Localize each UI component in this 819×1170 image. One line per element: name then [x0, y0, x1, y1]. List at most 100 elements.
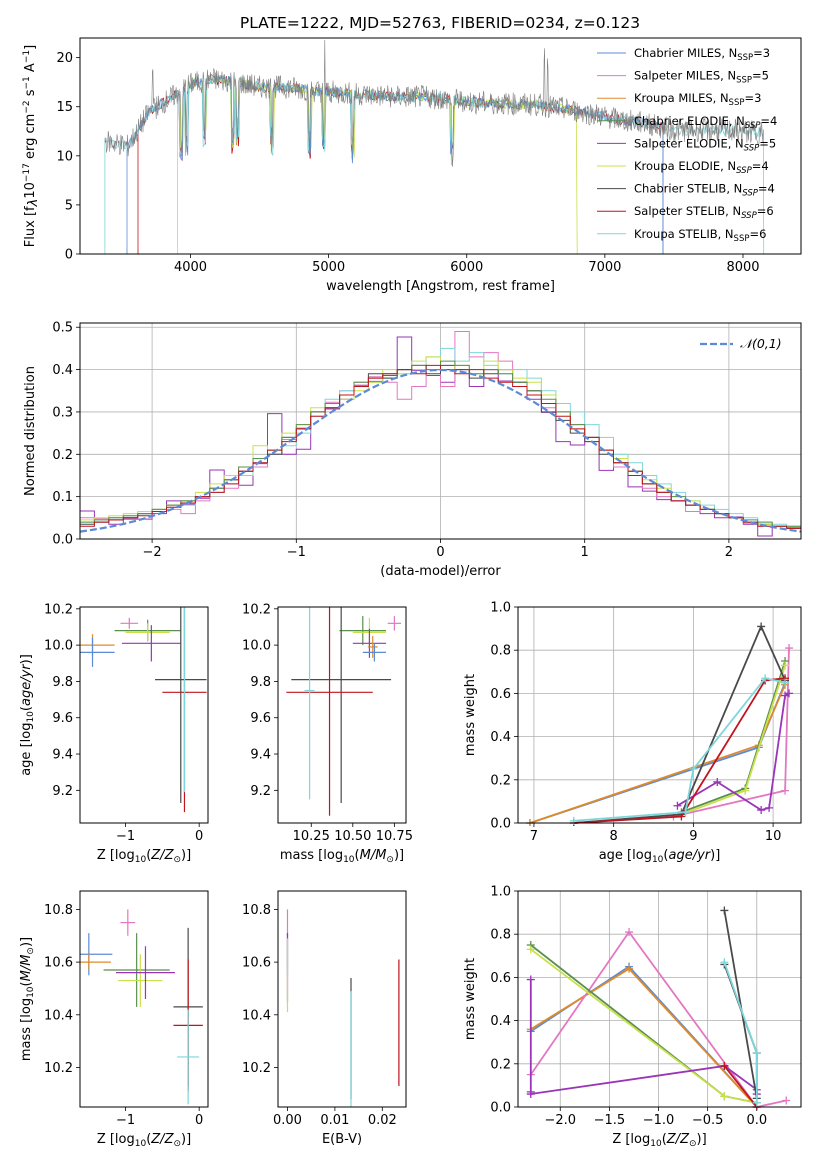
legend-label-salpeter_elodie: Salpeter ELODIE, NSSP=5: [634, 136, 776, 153]
y-tick-label: 10.6: [242, 956, 271, 971]
gaussian-reference-curve: [80, 368, 801, 533]
errorbar-chabrier_stelib: [155, 607, 207, 804]
errorbars: [286, 607, 402, 816]
panel-mass_vs_Z: −1 0 10.2 10.4 10.6 10.8 Z [log10(Z/Z⊙)] mass […: [19, 890, 209, 1149]
x-tick-label: 0.01: [320, 1113, 349, 1128]
axes-frame: [517, 890, 802, 1108]
y-tick-label: 0.8: [490, 928, 511, 943]
weight-line-salpeter_stelib: [573, 677, 786, 824]
y-tick-label: 10.4: [44, 1008, 73, 1023]
legend-label-chabrier_elodie: Chabrier ELODIE, NSSP=4: [634, 114, 777, 131]
y-tick-label: 0.2: [490, 1057, 511, 1072]
weight-marker-salpeter_stelib: [720, 1061, 729, 1070]
weight-marker-salpeter_stelib: [677, 812, 686, 821]
x-axis-label: Z [log10(Z/Z⊙)]: [97, 848, 191, 865]
y-tick-label: 9.8: [52, 675, 73, 690]
x-axis-label: mass [log10(M/M⊙)]: [280, 848, 404, 865]
y-tick-label: 0.4: [490, 730, 511, 745]
errorbar-salpeter_elodie: [116, 946, 175, 999]
y-axis-label: age [log10(age/yr)]: [19, 654, 36, 776]
y-tick-label: 0: [65, 248, 73, 263]
weight-line-chabrier_stelib: [573, 624, 786, 824]
y-tick-label: 10.0: [242, 639, 271, 654]
y-tick-label: 10.2: [242, 602, 271, 617]
errorbar-kroupa_elodie: [118, 954, 163, 1007]
errorbar-salpeter_miles: [120, 617, 139, 629]
weight-marker-salpeter_miles: [625, 928, 634, 937]
weight-marker-salpeter_elodie: [765, 803, 774, 812]
y-tick-label: 9.8: [250, 675, 271, 690]
panel-residuals: −2 −1 0 1 2 0.0 0.1 0.2 0.3 0.4 0.5 (data-model)/er…: [23, 321, 802, 579]
x-tick-label: −1: [116, 829, 135, 844]
x-tick-label: 10.50: [334, 829, 371, 844]
legend-label-salpeter_stelib: Salpeter STELIB, NSSP=6: [634, 204, 774, 221]
errorbar-kroupa_miles: [367, 636, 378, 658]
y-tick-label: 1.0: [490, 885, 511, 900]
weight-marker-chabrier_stelib: [757, 622, 766, 631]
x-tick-label: 0.02: [368, 1113, 397, 1128]
y-tick-label: 5: [65, 198, 73, 213]
errorbar-chabrier_miles: [362, 643, 387, 662]
x-tick-label: 10: [765, 829, 782, 844]
y-tick-label: 20: [56, 51, 73, 66]
y-axis-label: mass [log10(M/M⊙)]: [19, 937, 36, 1061]
x-tick-label: −1: [287, 545, 306, 560]
x-tick-label: 2: [725, 545, 733, 560]
x-axis-label: age [log10(age/yr)]: [599, 848, 721, 865]
y-tick-label: 15: [56, 100, 73, 115]
y-tick-label: 1.0: [490, 601, 511, 616]
x-axis-label: E(B-V): [322, 1132, 362, 1147]
y-tick-label: 0.2: [52, 448, 73, 463]
weight-marker-salpeter_miles: [781, 786, 790, 795]
y-axis-label: Normed distribution: [23, 366, 38, 496]
y-axis-label: mass weight: [463, 958, 478, 1040]
y-tick-label: 0.6: [490, 971, 511, 986]
y-tick-label: 0.4: [52, 363, 73, 378]
y-axis-label: Flux [fλ10−17 erg cm−2 s−1 A−1]: [22, 45, 41, 247]
axes-frame: [79, 37, 802, 255]
weight-marker-chabrier_stelib: [720, 906, 729, 915]
y-tick-label: 0.8: [490, 644, 511, 659]
x-tick-label: 9: [689, 829, 697, 844]
panel-age_vs_mass: 10.25 10.50 10.75 9.2 9.4 9.6 9.8 10.0 10.2 mass …: [242, 602, 413, 865]
y-tick-label: 0.4: [490, 1014, 511, 1029]
x-tick-label: −0.5: [692, 1113, 724, 1128]
y-tick-label: 10.4: [242, 1008, 271, 1023]
y-axis-label: mass weight: [463, 674, 478, 756]
weight-marker-kroupa_elodie: [720, 1092, 729, 1101]
weight-marker-salpeter_elodie: [526, 1090, 535, 1099]
legend-label-kroupa_stelib: Kroupa STELIB, NSSP=6: [634, 227, 766, 244]
weight-line-salpeter_stelib: [723, 1065, 758, 1108]
errorbar-kroupa_elodie: [125, 623, 170, 642]
weight-marker-kroupa_stelib: [761, 674, 770, 683]
y-tick-label: 10.0: [44, 639, 73, 654]
y-tick-label: 10.8: [242, 903, 271, 918]
y-tick-label: 0.2: [490, 773, 511, 788]
model-spectrum-salpeter_stelib: [137, 74, 664, 254]
weight-marker-kroupa_miles: [625, 964, 634, 973]
y-tick-label: 9.6: [52, 711, 73, 726]
histogram-steps: [80, 331, 801, 537]
x-tick-label: 8: [610, 829, 618, 844]
x-axis-label: wavelength [Angstrom, rest frame]: [326, 279, 555, 294]
errorbar-kroupa_miles: [80, 954, 111, 971]
errorbar-chabrier_miles: [80, 637, 115, 667]
weight-marker-kroupa_stelib: [781, 678, 790, 687]
y-tick-label: 0.6: [490, 687, 511, 702]
legend-label-kroupa_miles: Kroupa MILES, NSSP=3: [634, 91, 761, 108]
panel-weight_vs_Z: −2.0 −1.5 −1.0 −0.5 0.0 0.0 0.2 0.4 0.6 0.8 1.0 Z […: [463, 885, 802, 1149]
weight-marker-kroupa_stelib: [720, 958, 729, 967]
axes-frame: [277, 606, 407, 824]
x-tick-label: 0.0: [746, 1113, 767, 1128]
y-tick-label: 10: [56, 149, 73, 164]
axes-frame: [79, 322, 802, 540]
x-tick-label: 8000: [726, 260, 759, 275]
y-tick-label: 10.2: [242, 1061, 271, 1076]
errorbar-salpeter_miles: [120, 909, 136, 936]
x-tick-label: 0: [436, 545, 444, 560]
y-tick-label: 9.6: [250, 711, 271, 726]
errorbars: [80, 607, 207, 813]
errorbar-kroupa_stelib: [177, 1009, 200, 1105]
x-tick-label: −1.5: [594, 1113, 626, 1128]
